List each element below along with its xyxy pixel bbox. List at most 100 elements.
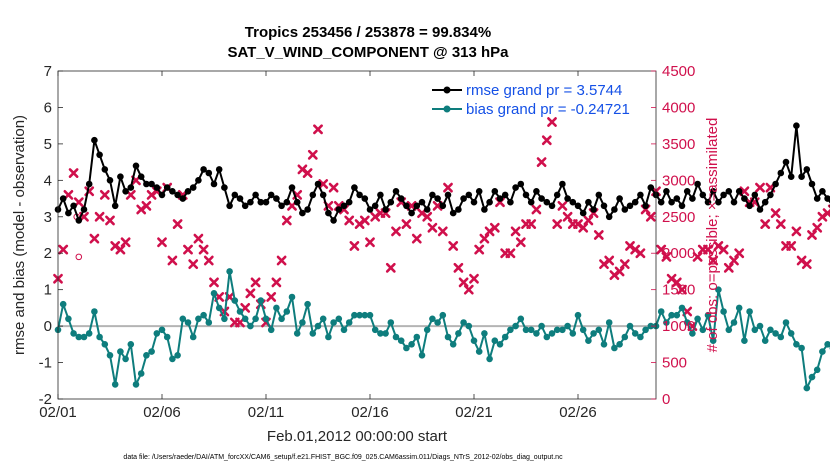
obs-assimilated-point — [209, 277, 219, 288]
obs-assimilated-point — [266, 292, 277, 302]
bias-point — [813, 366, 821, 374]
bias-point — [694, 315, 701, 323]
rmse-point — [819, 188, 826, 195]
obs-assimilated-point — [755, 182, 765, 193]
bias-point — [642, 326, 649, 334]
bias-point — [756, 322, 764, 330]
bias-point — [148, 348, 155, 355]
rmse-point — [637, 191, 644, 199]
bias-point — [345, 319, 353, 326]
rmse-point — [143, 180, 150, 188]
obs-assimilated-point — [401, 219, 412, 229]
bias-point — [335, 315, 343, 323]
bias-point — [616, 341, 623, 348]
bias-point — [475, 348, 483, 355]
bias-point — [189, 333, 197, 341]
bias-point — [429, 315, 436, 323]
bias-point — [657, 308, 665, 315]
rmse-point — [111, 202, 119, 210]
rmse-point — [730, 198, 738, 206]
bias-point — [595, 326, 603, 334]
obs-assimilated-point — [807, 230, 817, 240]
bias-point — [564, 322, 571, 330]
rmse-point — [460, 195, 467, 202]
rmse-point — [366, 206, 374, 213]
obs-assimilated-point — [448, 241, 459, 251]
bias-point — [637, 333, 644, 341]
rmse-point — [335, 206, 343, 213]
bias-point — [439, 311, 447, 319]
bias-point — [169, 355, 176, 363]
bias-point — [262, 315, 270, 323]
rmse-point — [231, 191, 239, 199]
bias-point — [143, 352, 150, 359]
rmse-point — [163, 184, 171, 191]
bias-point — [585, 337, 592, 345]
rmse-point — [236, 195, 244, 202]
bias-point — [772, 330, 779, 337]
rmse-point — [304, 206, 311, 213]
obs-assimilated-point — [474, 244, 485, 255]
bias-point — [709, 337, 717, 345]
bias-point — [413, 333, 421, 341]
rmse-point — [699, 191, 707, 199]
bias-point — [569, 330, 577, 337]
bias-point — [512, 322, 519, 330]
rmse-point — [756, 206, 764, 213]
bias-point — [132, 381, 140, 388]
obs-assimilated-point — [302, 168, 313, 178]
obs-assimilated-point — [120, 237, 131, 248]
rmse-point — [96, 151, 103, 159]
obs-assimilated-point — [708, 255, 719, 266]
bias-point — [174, 352, 181, 359]
bias-point — [85, 330, 93, 337]
rmse-point — [278, 202, 285, 210]
bias-point — [793, 341, 800, 348]
y-left-tick-label: 3 — [44, 209, 52, 226]
rmse-point — [657, 198, 665, 206]
rmse-point — [122, 188, 129, 195]
obs-assimilated-point — [557, 200, 568, 211]
obs-assimilated-point — [115, 244, 126, 255]
bias-point — [626, 322, 634, 330]
bias-point — [548, 330, 556, 337]
rmse-point — [512, 184, 519, 191]
bias-point — [319, 315, 327, 323]
bias-point — [153, 330, 161, 337]
x-tick-label: 02/01 — [39, 404, 77, 421]
rmse-point — [148, 180, 155, 188]
bias-point — [387, 319, 395, 326]
bias-point — [538, 322, 545, 330]
obs-assimilated-point — [193, 233, 204, 244]
obs-assimilated-point — [172, 219, 183, 229]
obs-assimilated-point — [645, 211, 656, 222]
bias-point — [247, 322, 254, 330]
obs-assimilated-point — [281, 215, 292, 226]
obs-assimilated-point — [94, 211, 105, 222]
obs-assimilated-point — [141, 200, 152, 211]
rmse-point — [595, 191, 603, 199]
rmse-point — [746, 202, 753, 210]
bias-point — [574, 311, 582, 319]
rmse-point — [377, 191, 384, 199]
rmse-point — [195, 177, 202, 184]
x-tick-label: 02/26 — [559, 404, 597, 421]
rmse-point — [673, 195, 681, 202]
obs-assimilated-point — [661, 251, 672, 262]
bias-point — [215, 304, 223, 312]
plot-area — [53, 70, 830, 400]
obs-assimilated-point — [671, 277, 682, 288]
rmse-point — [538, 195, 545, 202]
rmse-point — [127, 184, 135, 191]
bias-point — [730, 319, 738, 326]
rmse-point — [413, 202, 421, 210]
rmse-point — [179, 195, 187, 202]
bias-point — [101, 341, 109, 348]
obs-assimilated-point — [723, 262, 734, 273]
bias-point — [553, 326, 561, 334]
bias-point — [501, 333, 509, 341]
bias-point — [299, 319, 306, 326]
bias-point — [579, 326, 587, 334]
rmse-point — [761, 198, 769, 206]
obs-assimilated-point — [760, 219, 771, 229]
